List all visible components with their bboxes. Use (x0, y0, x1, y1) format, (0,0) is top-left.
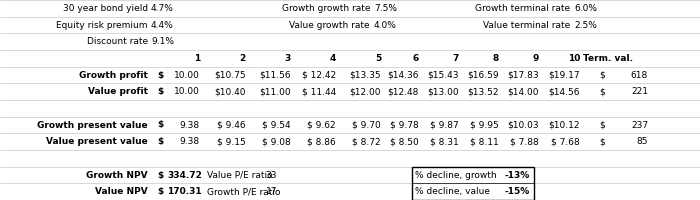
Text: $: $ (157, 71, 163, 80)
Text: $ 9.70: $ 9.70 (352, 120, 381, 130)
Text: $ 8.31: $ 8.31 (430, 137, 459, 146)
Text: $ 9.87: $ 9.87 (430, 120, 459, 130)
Text: Value terminal rate: Value terminal rate (483, 21, 570, 29)
Text: 5: 5 (374, 54, 381, 63)
Text: $: $ (157, 120, 163, 130)
Text: $ 8.86: $ 8.86 (307, 137, 336, 146)
Text: $ 9.62: $ 9.62 (307, 120, 336, 130)
Text: $12.00: $12.00 (349, 87, 381, 96)
Text: $ 9.54: $ 9.54 (262, 120, 291, 130)
Text: $ 9.95: $ 9.95 (470, 120, 499, 130)
Text: $ 9.15: $ 9.15 (217, 137, 246, 146)
Text: Growth terminal rate: Growth terminal rate (475, 4, 570, 13)
Text: 618: 618 (631, 71, 648, 80)
Text: % decline, value: % decline, value (415, 187, 490, 196)
Text: 10.00: 10.00 (174, 71, 200, 80)
Text: 3: 3 (285, 54, 291, 63)
Text: $: $ (599, 87, 605, 96)
Text: -15%: -15% (505, 187, 530, 196)
Text: -13%: -13% (505, 170, 530, 180)
Text: 9.38: 9.38 (180, 137, 200, 146)
Text: $11.56: $11.56 (260, 71, 291, 80)
Text: 30 year bond yield: 30 year bond yield (63, 4, 148, 13)
Text: Term. val.: Term. val. (583, 54, 633, 63)
Text: $: $ (599, 137, 605, 146)
Text: $ 9.46: $ 9.46 (218, 120, 246, 130)
Text: Value present value: Value present value (46, 137, 148, 146)
Text: $ 7.88: $ 7.88 (510, 137, 539, 146)
Text: $: $ (599, 71, 605, 80)
Text: 4: 4 (330, 54, 336, 63)
Text: Growth NPV: Growth NPV (86, 170, 148, 180)
Text: $ 8.11: $ 8.11 (470, 137, 499, 146)
Text: $ 8.72: $ 8.72 (352, 137, 381, 146)
Text: 10.00: 10.00 (174, 87, 200, 96)
Text: $10.40: $10.40 (214, 87, 246, 96)
Text: $13.35: $13.35 (349, 71, 381, 80)
Text: Value profit: Value profit (88, 87, 148, 96)
Text: $: $ (157, 137, 163, 146)
Text: Growth present value: Growth present value (37, 120, 148, 130)
Text: 2.5%: 2.5% (574, 21, 597, 29)
Text: 6: 6 (413, 54, 419, 63)
Text: $10.03: $10.03 (508, 120, 539, 130)
Bar (412, 167, 534, 200)
Text: $15.43: $15.43 (428, 71, 459, 80)
Text: 4.7%: 4.7% (151, 4, 174, 13)
Text: 7: 7 (453, 54, 459, 63)
Text: 17: 17 (265, 187, 277, 196)
Text: $10.75: $10.75 (214, 71, 246, 80)
Text: $: $ (157, 170, 163, 180)
Text: 7.5%: 7.5% (374, 4, 397, 13)
Text: $17.83: $17.83 (508, 71, 539, 80)
Text: $ 9.78: $ 9.78 (391, 120, 419, 130)
Text: 4.4%: 4.4% (151, 21, 174, 29)
Text: $19.17: $19.17 (548, 71, 580, 80)
Text: 6.0%: 6.0% (574, 4, 597, 13)
Text: Growth profit: Growth profit (79, 71, 148, 80)
Text: $ 9.08: $ 9.08 (262, 137, 291, 146)
Text: 170.31: 170.31 (167, 187, 202, 196)
Text: Value growth rate: Value growth rate (289, 21, 370, 29)
Text: Equity risk premium: Equity risk premium (57, 21, 148, 29)
Text: $14.00: $14.00 (508, 87, 539, 96)
Text: $12.48: $12.48 (388, 87, 419, 96)
Text: $ 11.44: $ 11.44 (302, 87, 336, 96)
Text: $ 7.68: $ 7.68 (552, 137, 580, 146)
Text: $ 12.42: $ 12.42 (302, 71, 336, 80)
Text: 4.0%: 4.0% (374, 21, 397, 29)
Text: $11.00: $11.00 (260, 87, 291, 96)
Text: $14.36: $14.36 (388, 71, 419, 80)
Text: $: $ (157, 187, 163, 196)
Text: $: $ (157, 87, 163, 96)
Text: 33: 33 (265, 170, 277, 180)
Text: $13.00: $13.00 (428, 87, 459, 96)
Text: 85: 85 (636, 137, 648, 146)
Text: $13.52: $13.52 (468, 87, 499, 96)
Text: 237: 237 (631, 120, 648, 130)
Text: % decline, growth: % decline, growth (415, 170, 496, 180)
Text: 2: 2 (239, 54, 246, 63)
Text: Value P/E ratio: Value P/E ratio (207, 170, 272, 180)
Text: $16.59: $16.59 (468, 71, 499, 80)
Text: $ 8.50: $ 8.50 (391, 137, 419, 146)
Text: 8: 8 (493, 54, 499, 63)
Text: Discount rate: Discount rate (87, 37, 148, 46)
Text: 221: 221 (631, 87, 648, 96)
Text: $14.56: $14.56 (549, 87, 580, 96)
Text: 9.38: 9.38 (180, 120, 200, 130)
Text: 1: 1 (194, 54, 200, 63)
Text: $10.12: $10.12 (549, 120, 580, 130)
Text: 9: 9 (533, 54, 539, 63)
Text: Growth P/E ratio: Growth P/E ratio (207, 187, 281, 196)
Text: 10: 10 (568, 54, 580, 63)
Text: 9.1%: 9.1% (151, 37, 174, 46)
Text: Growth growth rate: Growth growth rate (281, 4, 370, 13)
Text: 334.72: 334.72 (167, 170, 202, 180)
Text: $: $ (599, 120, 605, 130)
Text: Value NPV: Value NPV (95, 187, 148, 196)
